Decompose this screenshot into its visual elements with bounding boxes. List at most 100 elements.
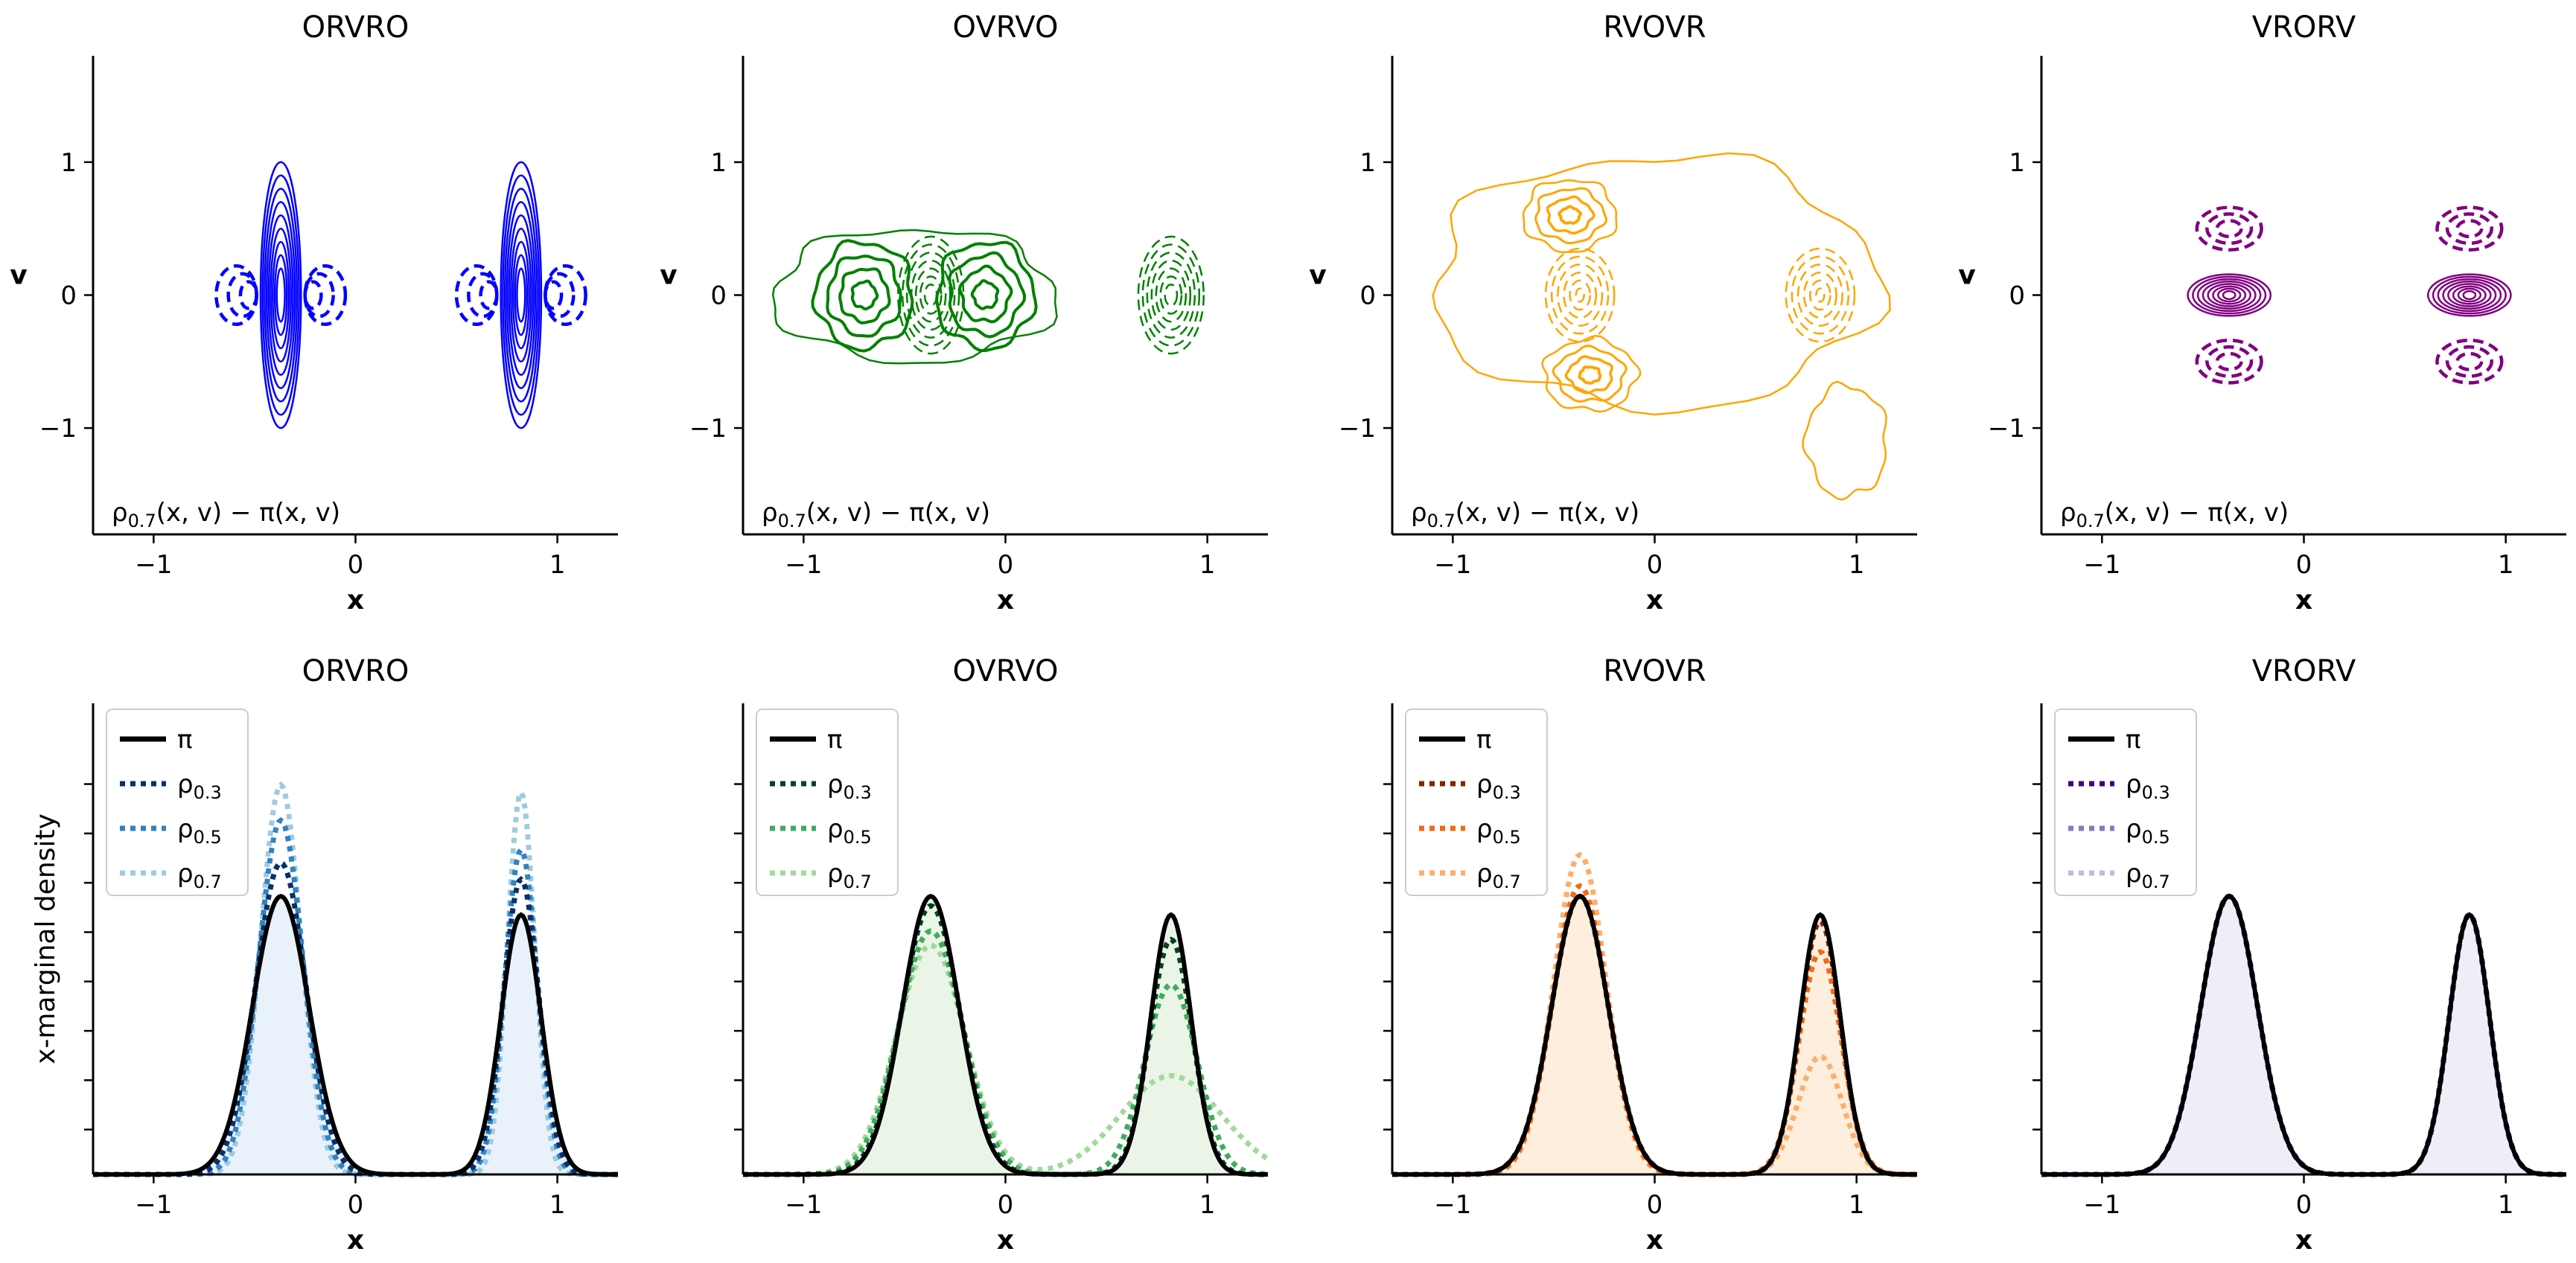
contour-dashed (303, 263, 348, 327)
contour-dashed (2205, 345, 2254, 378)
contour-dashed (1575, 287, 1585, 303)
target-histogram-fill (2041, 896, 2566, 1174)
contour-solid (2452, 285, 2487, 305)
contour-solid (811, 239, 914, 353)
legend-label: ρ0.3 (827, 770, 872, 803)
y-axis-label: v (10, 260, 27, 291)
contour-solid (2462, 290, 2477, 301)
y-axis-label: v (1309, 260, 1326, 291)
contour-dashed (214, 263, 258, 327)
legend-subscript: 0.3 (844, 782, 872, 803)
x-tick-label: −1 (785, 1190, 822, 1220)
panel-title: ORVRO (302, 10, 409, 45)
legend-symbol: π (827, 725, 842, 755)
legend: πρ0.3ρ0.5ρ0.7 (1405, 709, 1548, 896)
legend-label: ρ0.7 (1476, 859, 1521, 892)
legend-label: ρ0.5 (2126, 814, 2170, 848)
contour-dashed (905, 252, 956, 339)
contour-panel-orvro: ORVRO −1 0 1 −1 0 1 x v ρ0.7(x, v) − π(x, v) (10, 10, 618, 615)
contour-solid (267, 214, 294, 376)
legend-subscript: 0.7 (844, 872, 872, 892)
contour-dashed (1141, 243, 1201, 347)
legend-subscript: 0.5 (194, 827, 222, 848)
y-tick-label: 1 (2009, 148, 2025, 178)
contour-solid (2196, 278, 2262, 313)
contour-solid (272, 240, 290, 350)
y-tick-label: −1 (689, 414, 727, 444)
contour-dashed (1815, 287, 1826, 303)
legend-label: π (827, 725, 842, 755)
contour-dashed (923, 283, 938, 307)
legend-frame (2054, 709, 2197, 896)
annotation-formula: (x, v) − π(x, v) (1456, 498, 1639, 528)
legend-symbol: ρ (177, 814, 194, 844)
legend-label: π (1476, 725, 1491, 755)
legend-label: ρ0.5 (1476, 814, 1521, 848)
x-tick-label: 1 (2498, 550, 2514, 580)
contour-solid (261, 174, 300, 416)
legend-symbol: ρ (827, 770, 844, 799)
x-tick-label: 0 (1647, 1190, 1663, 1220)
legend-symbol: ρ (177, 859, 194, 889)
contour-dashed (2445, 212, 2493, 246)
target-histogram-fill (1392, 896, 1917, 1174)
contour-solid (259, 161, 302, 429)
y-tick-label: −1 (1988, 414, 2025, 444)
legend-frame (1405, 709, 1548, 896)
contour-dashed (1159, 275, 1183, 315)
contour-solid (2432, 275, 2507, 315)
contour-solid (2212, 285, 2247, 305)
legend-symbol: ρ (177, 770, 194, 799)
x-tick-label: 0 (998, 550, 1014, 580)
contour-dashed (910, 259, 951, 331)
legend-symbol: ρ (2126, 859, 2142, 889)
y-tick-label: −1 (39, 414, 77, 444)
legend-symbol: π (1476, 725, 1491, 755)
legend: πρ0.3ρ0.5ρ0.7 (106, 709, 249, 896)
contour-solid (1802, 380, 1887, 501)
contour-dashed (454, 263, 499, 327)
y-tick-label: 0 (2009, 281, 2025, 311)
contour-solid (2217, 287, 2242, 303)
x-axis-label: x (347, 585, 364, 615)
contour-dashed (901, 243, 960, 347)
target-histogram-fill (93, 896, 618, 1174)
contour-dashed (1550, 255, 1610, 335)
x-tick-label: 1 (549, 550, 566, 580)
panel-title: RVOVR (1603, 10, 1706, 45)
x-tick-label: −1 (2083, 550, 2120, 580)
legend-subscript: 0.3 (2142, 782, 2170, 803)
y-axis-label: x-marginal density (31, 813, 61, 1064)
contour-panel-ovrvo: OVRVO −1 0 1 −1 0 1 x v ρ0.7(x, v) − π(x, v) (660, 10, 1268, 615)
panel-annotation: ρ0.7(x, v) − π(x, v) (112, 498, 340, 531)
contour-solid (850, 279, 879, 311)
x-tick-label: 0 (1647, 550, 1663, 580)
panel-annotation: ρ0.7(x, v) − π(x, v) (2060, 498, 2289, 531)
x-tick-label: −1 (1434, 550, 1471, 580)
contour-panel-rvovr: RVOVR −1 0 1 −1 0 1 x v ρ0.7(x, v) − π(x, v) (1309, 10, 1917, 615)
annotation-symbol: ρ (1411, 498, 1427, 528)
x-tick-label: 0 (2296, 1190, 2312, 1220)
contour-dashed (1557, 263, 1604, 327)
legend-symbol: ρ (1476, 814, 1493, 844)
contour-solid (1546, 195, 1595, 235)
x-tick-label: −1 (2083, 1190, 2120, 1220)
x-tick-label: −1 (135, 550, 172, 580)
panel-title: VRORV (2252, 10, 2356, 45)
contour-solid (273, 254, 288, 336)
legend-label: ρ0.3 (2126, 770, 2170, 803)
annotation-formula: (x, v) − π(x, v) (156, 498, 340, 528)
y-tick-label: 0 (60, 281, 77, 311)
legend-symbol: π (2126, 725, 2140, 755)
annotation-symbol: ρ (2060, 498, 2076, 528)
panel-annotation: ρ0.7(x, v) − π(x, v) (762, 498, 990, 531)
contour-dashed (1802, 271, 1837, 319)
contour-solid (957, 264, 1013, 324)
x-tick-label: 1 (549, 1190, 566, 1220)
legend-symbol: ρ (2126, 814, 2142, 844)
legend-symbol: π (177, 725, 192, 755)
legend-frame (756, 709, 899, 896)
contour-solid (510, 227, 532, 363)
legend-subscript: 0.5 (2142, 827, 2170, 848)
